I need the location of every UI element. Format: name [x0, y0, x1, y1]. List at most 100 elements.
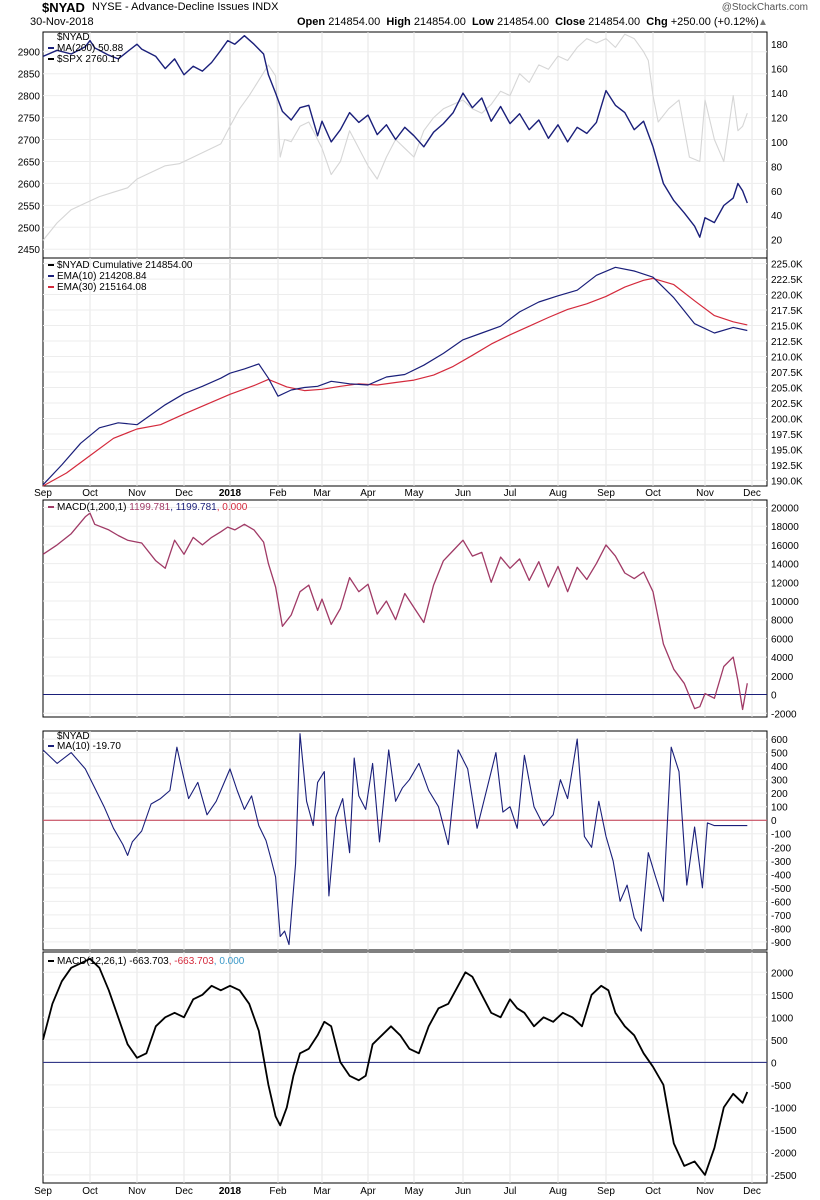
- legend-entry: MACD(12,26,1) -663.703, -663.703, 0.000: [57, 956, 245, 967]
- x-tick-label: Sep: [34, 488, 52, 499]
- panel-2-frame: [42, 499, 768, 718]
- right-tick-label: 190.0K: [771, 476, 803, 487]
- right-tick-label: -100: [771, 830, 791, 841]
- right-tick-label: 100: [771, 803, 788, 814]
- right-tick-label: -1000: [771, 1103, 797, 1114]
- right-tick-label: 120: [771, 114, 788, 125]
- left-tick-label: 2550: [18, 201, 41, 212]
- left-tick-label: 2800: [18, 92, 41, 103]
- left-tick-label: 2450: [18, 245, 41, 256]
- right-tick-label: -900: [771, 938, 791, 949]
- x-tick-label: Dec: [175, 488, 193, 499]
- x-tick-label: Nov: [128, 488, 146, 499]
- right-tick-label: 202.5K: [771, 399, 803, 410]
- right-tick-label: 300: [771, 776, 788, 787]
- x-tick-label: May: [405, 1186, 424, 1197]
- close-label: Close: [555, 16, 586, 28]
- chart-header: $NYAD NYSE - Advance-Decline Issues INDX…: [0, 0, 820, 32]
- x-tick-label: Jun: [455, 488, 471, 499]
- right-tick-label: 1500: [771, 991, 794, 1002]
- legend-entry: MACD(1,200,1) 1199.781, 1199.781, 0.000: [57, 502, 248, 513]
- x-tick-label: Dec: [175, 1186, 193, 1197]
- x-tick-label: Jun: [455, 1186, 471, 1197]
- x-tick-label: Feb: [269, 488, 287, 499]
- legend-entry: $NYAD Cumulative 214854.00: [57, 260, 193, 271]
- right-tick-label: 160: [771, 65, 788, 76]
- right-tick-label: -1500: [771, 1126, 797, 1137]
- x-tick-label: May: [405, 488, 424, 499]
- panel-0-frame: [42, 31, 768, 259]
- right-tick-label: 222.5K: [771, 275, 803, 286]
- spx-line: [42, 33, 748, 241]
- right-tick-label: 14000: [771, 560, 799, 571]
- right-tick-label: 16000: [771, 541, 799, 552]
- x-tick-label: 2018: [219, 488, 242, 499]
- legend-part: MACD(1,200,1): [57, 502, 126, 513]
- right-tick-label: 500: [771, 749, 788, 760]
- right-tick-label: 8000: [771, 616, 794, 627]
- ohlc-readout: Open 214854.00 High 214854.00 Low 214854…: [297, 16, 759, 28]
- right-tick-label: 200.0K: [771, 414, 803, 425]
- macd-12-26-line: [42, 957, 749, 1176]
- legend-entry: EMA(10) 214208.84: [57, 271, 147, 282]
- legend-entry: $SPX 2760.17: [57, 54, 122, 65]
- legend-entry: MA(200) 50.88: [57, 43, 124, 54]
- legend-part: , 1199.781: [170, 502, 217, 513]
- right-tick-label: -700: [771, 911, 791, 922]
- left-tick-label: 2650: [18, 157, 41, 168]
- x-tick-label: Sep: [597, 488, 615, 499]
- right-tick-label: -2500: [771, 1171, 797, 1182]
- x-tick-label: Nov: [696, 1186, 714, 1197]
- right-tick-label: 400: [771, 762, 788, 773]
- x-tick-label: Sep: [597, 1186, 615, 1197]
- right-tick-label: -2000: [771, 709, 797, 720]
- x-tick-label: Nov: [128, 1186, 146, 1197]
- right-tick-label: 10000: [771, 597, 799, 608]
- right-tick-label: 12000: [771, 578, 799, 589]
- x-tick-label: Nov: [696, 488, 714, 499]
- legend-part: -663.703: [126, 956, 169, 967]
- right-tick-label: -600: [771, 897, 791, 908]
- right-tick-label: 1000: [771, 1013, 794, 1024]
- right-tick-label: 2000: [771, 968, 794, 979]
- chart-date: 30-Nov-2018: [30, 16, 94, 28]
- right-tick-label: 60: [771, 187, 783, 198]
- right-tick-label: 195.0K: [771, 445, 803, 456]
- high-value: 214854.00: [413, 16, 466, 28]
- right-tick-label: 215.0K: [771, 322, 803, 333]
- x-tick-label: Oct: [645, 488, 661, 499]
- right-tick-label: -300: [771, 857, 791, 868]
- right-tick-label: 140: [771, 89, 788, 100]
- right-tick-label: 40: [771, 211, 783, 222]
- x-tick-label: Mar: [313, 488, 331, 499]
- right-tick-label: -500: [771, 884, 791, 895]
- symbol-name: NYSE - Advance-Decline Issues INDX: [92, 1, 279, 13]
- ema10-line: [42, 266, 748, 486]
- right-tick-label: 212.5K: [771, 337, 803, 348]
- right-tick-label: -500: [771, 1081, 791, 1092]
- left-tick-label: 2750: [18, 114, 41, 125]
- right-tick-label: 0: [771, 691, 777, 702]
- right-tick-label: 192.5K: [771, 461, 803, 472]
- right-tick-label: 600: [771, 735, 788, 746]
- x-tick-label: Aug: [549, 1186, 567, 1197]
- x-tick-label: Mar: [313, 1186, 331, 1197]
- symbol-title: $NYAD: [42, 0, 85, 15]
- close-value: 214854.00: [588, 16, 641, 28]
- right-tick-label: 210.0K: [771, 353, 803, 364]
- right-tick-label: 225.0K: [771, 260, 803, 271]
- collapse-triangle-icon[interactable]: ▲: [758, 17, 768, 28]
- legend-entry: MA(10) -19.70: [57, 741, 121, 752]
- legend-part: , -663.703: [169, 956, 214, 967]
- left-tick-label: 2900: [18, 48, 41, 59]
- left-tick-label: 2850: [18, 70, 41, 81]
- stockcharts-watermark: @StockCharts.com: [721, 2, 808, 13]
- right-tick-label: 20: [771, 236, 783, 247]
- right-tick-label: 220.0K: [771, 291, 803, 302]
- legend-part: MACD(12,26,1): [57, 956, 126, 967]
- right-tick-label: 217.5K: [771, 306, 803, 317]
- right-tick-label: 205.0K: [771, 383, 803, 394]
- ma10-line: [42, 733, 748, 946]
- x-tick-label: Oct: [82, 1186, 98, 1197]
